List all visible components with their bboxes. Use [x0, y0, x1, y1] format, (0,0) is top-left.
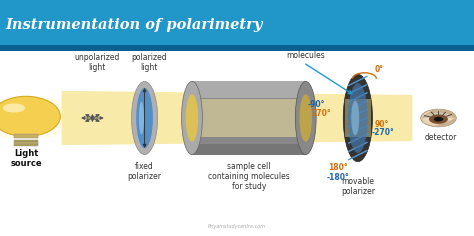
Text: Light
source: Light source	[10, 149, 42, 169]
Text: 0°: 0°	[375, 65, 384, 74]
Polygon shape	[62, 91, 412, 145]
Bar	[192, 81, 306, 155]
Bar	[14, 140, 38, 142]
Bar	[192, 81, 306, 98]
Text: unpolarized
light: unpolarized light	[74, 53, 120, 72]
Bar	[192, 99, 306, 137]
Ellipse shape	[295, 81, 316, 155]
Ellipse shape	[348, 83, 368, 153]
Ellipse shape	[0, 96, 79, 140]
Ellipse shape	[131, 81, 157, 155]
Ellipse shape	[0, 96, 60, 136]
Ellipse shape	[186, 94, 198, 142]
Ellipse shape	[139, 101, 144, 135]
Ellipse shape	[182, 81, 202, 155]
Text: detector: detector	[425, 133, 457, 142]
Ellipse shape	[424, 113, 453, 123]
Bar	[345, 99, 371, 137]
Circle shape	[429, 114, 448, 124]
Bar	[14, 144, 38, 146]
Bar	[0, 45, 474, 51]
Text: movable
polarizer: movable polarizer	[341, 177, 375, 196]
Text: -270°: -270°	[371, 128, 394, 137]
Ellipse shape	[300, 94, 312, 142]
Text: Linearly
polarized
light: Linearly polarized light	[131, 42, 167, 72]
Text: Optical rotation due to
molecules: Optical rotation due to molecules	[262, 41, 349, 60]
Text: Instrumentation of polarimetry: Instrumentation of polarimetry	[6, 18, 263, 32]
Text: fixed
polarizer: fixed polarizer	[128, 162, 162, 181]
Text: -180°: -180°	[327, 173, 349, 182]
Text: 180°: 180°	[328, 163, 348, 172]
Polygon shape	[421, 109, 456, 127]
Text: sample cell
containing molecules
for study: sample cell containing molecules for stu…	[208, 162, 290, 191]
Ellipse shape	[421, 109, 456, 127]
Ellipse shape	[343, 74, 373, 162]
Ellipse shape	[3, 103, 25, 113]
Text: -90°: -90°	[308, 100, 325, 109]
Circle shape	[434, 117, 443, 122]
Bar	[14, 142, 38, 144]
Ellipse shape	[136, 88, 153, 148]
Ellipse shape	[351, 101, 359, 135]
Bar	[192, 143, 306, 155]
Bar	[14, 135, 38, 138]
Text: 270°: 270°	[311, 109, 331, 118]
Text: 90°: 90°	[375, 120, 389, 129]
Text: Priyamstudycentre.com: Priyamstudycentre.com	[208, 224, 266, 229]
Bar	[0, 0, 474, 51]
